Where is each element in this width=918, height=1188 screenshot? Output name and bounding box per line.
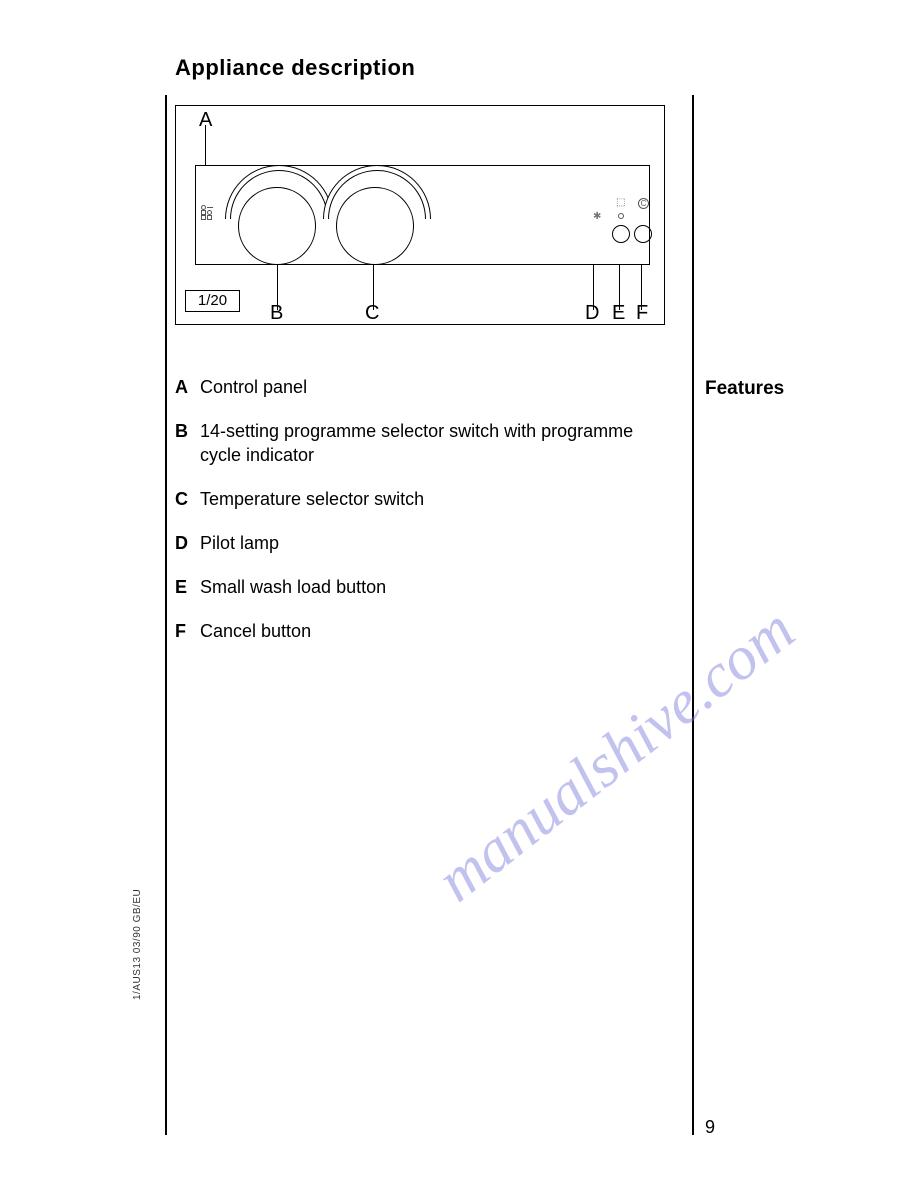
column-rule-right (692, 95, 694, 1135)
pilot-lamp-symbol-icon: ✱ (593, 211, 601, 222)
feature-text: Small wash load button (200, 575, 675, 599)
panel-left-symbols-icon (201, 205, 213, 220)
feature-item: A Control panel (175, 375, 675, 399)
feature-item: F Cancel button (175, 619, 675, 643)
feature-text: Pilot lamp (200, 531, 675, 555)
feature-item: E Small wash load button (175, 575, 675, 599)
callout-label-c: C (365, 302, 379, 325)
feature-text: Cancel button (200, 619, 675, 643)
feature-key: D (175, 531, 200, 555)
model-number-box: 1/20 (185, 290, 240, 312)
column-rule-left (165, 95, 167, 1135)
feature-item: D Pilot lamp (175, 531, 675, 555)
feature-text: 14-setting programme selector switch wit… (200, 419, 675, 467)
temperature-selector-dial-icon (336, 187, 414, 265)
feature-text: Control panel (200, 375, 675, 399)
page-number: 9 (705, 1117, 715, 1138)
feature-item: B 14-setting programme selector switch w… (175, 419, 675, 467)
feature-key: E (175, 575, 200, 599)
callout-label-d: D (585, 302, 599, 325)
indicator-dot-icon (618, 213, 624, 219)
feature-key: B (175, 419, 200, 467)
small-load-symbol-icon: ⬚ (616, 197, 625, 208)
callout-label-a: A (199, 109, 212, 132)
feature-item: C Temperature selector switch (175, 487, 675, 511)
feature-list: A Control panel B 14-setting programme s… (175, 375, 675, 663)
cancel-button-icon (634, 225, 652, 243)
page-title: Appliance description (175, 55, 415, 81)
small-load-button-icon (612, 225, 630, 243)
features-section-label: Features (705, 378, 784, 400)
feature-key: F (175, 619, 200, 643)
programme-selector-dial-icon (238, 187, 316, 265)
callout-label-f: F (636, 302, 648, 325)
document-code: 1/AUS13 03/90 GB/EU (132, 889, 143, 1000)
feature-key: C (175, 487, 200, 511)
feature-text: Temperature selector switch (200, 487, 675, 511)
callout-label-e: E (612, 302, 625, 325)
cancel-symbol-icon: C (638, 198, 649, 209)
callout-label-b: B (270, 302, 283, 325)
feature-key: A (175, 375, 200, 399)
control-panel-diagram: ✱ ⬚ C 1/20 A B C D E F (175, 95, 665, 330)
